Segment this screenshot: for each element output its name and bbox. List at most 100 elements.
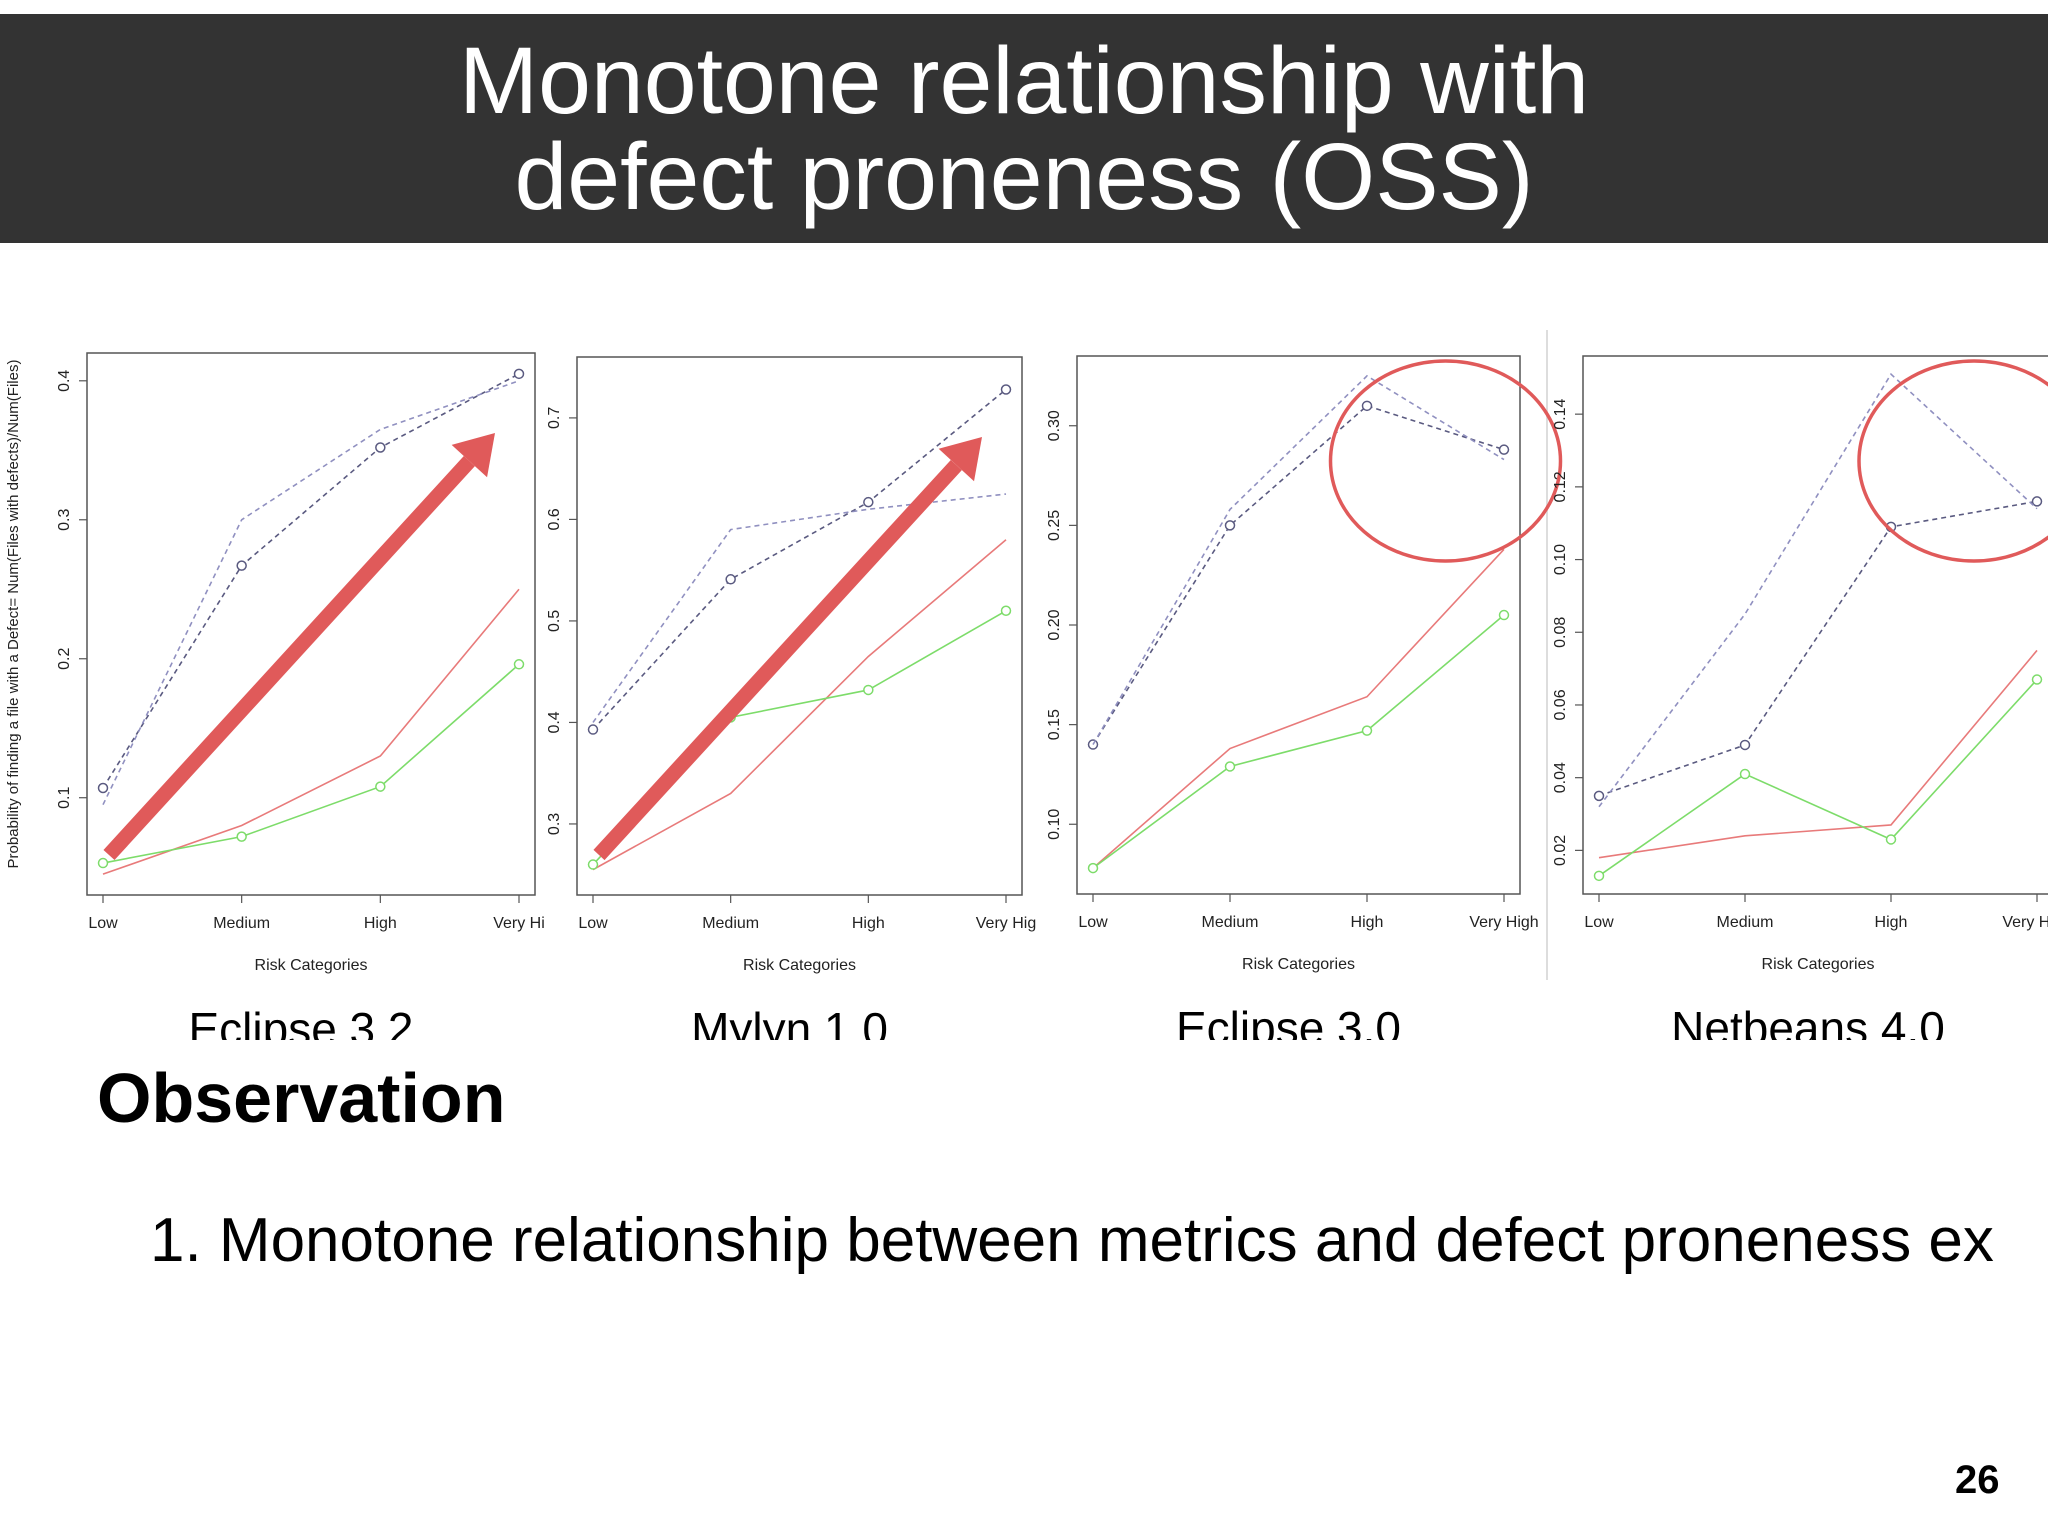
chart-caption: Mylyn 1.0 <box>691 1003 888 1040</box>
highlight-circle <box>1857 359 2048 563</box>
data-point <box>375 442 386 453</box>
data-point <box>1087 862 1099 874</box>
trend-arrow-shaft <box>593 459 962 861</box>
data-point <box>1885 834 1897 845</box>
y-axis-title: Probability of finding a file with a Def… <box>5 360 22 869</box>
data-point <box>236 831 247 842</box>
data-point <box>513 368 525 380</box>
y-tick-label: 0.15 <box>1046 709 1063 740</box>
data-point <box>97 857 109 869</box>
x-tick-label: High <box>852 915 885 932</box>
data-point <box>1739 768 1751 780</box>
data-point <box>1000 605 1012 617</box>
series-line <box>592 539 1007 871</box>
data-point <box>1498 444 1510 455</box>
x-tick-label: High <box>364 915 397 932</box>
data-point <box>2031 674 2043 685</box>
x-tick-label: Low <box>578 915 608 932</box>
y-tick-label: 0.10 <box>1046 809 1063 840</box>
x-tick-label: Very High <box>2002 914 2048 931</box>
series-line <box>1598 649 2038 859</box>
series-line <box>592 388 1007 731</box>
x-axis-title: Risk Categories <box>1762 956 1875 973</box>
chart-caption: Eclipse 3.2 <box>188 1003 413 1040</box>
chart-frame <box>576 356 1023 896</box>
x-tick-label: Very Hig <box>976 915 1036 932</box>
chart-4: Low Medium High Very High Risk Categories 0.0… <box>1552 355 2048 1040</box>
x-tick-label: Very Hi <box>493 915 545 932</box>
data-point <box>1498 609 1510 621</box>
series-line <box>1092 374 1505 745</box>
series-line <box>1598 372 2038 808</box>
y-tick-label: 0.4 <box>56 370 73 392</box>
chart-2: Low Medium High Very Hig Risk Categories 0.3 0… <box>546 356 1036 1040</box>
y-tick-label: 0.25 <box>1046 510 1063 541</box>
x-tick-label: Medium <box>1717 914 1774 931</box>
x-axis-title: Risk Categories <box>743 957 856 974</box>
chart-caption: Eclipse 3.0 <box>1176 1002 1401 1040</box>
slide-title-line-2: defect proneness (OSS) <box>514 123 1534 230</box>
observation-bullet-1: 1. Monotone relationship between metrics… <box>150 1206 1994 1275</box>
charts-panel: Low Medium High Very Hi Risk Categories 0.1 0.… <box>5 330 2048 1040</box>
y-tick-label: 0.06 <box>1552 689 1569 720</box>
x-tick-label: Low <box>1078 914 1108 931</box>
x-tick-label: Medium <box>1202 914 1259 931</box>
x-tick-label: High <box>1351 914 1384 931</box>
series-line <box>1092 404 1505 745</box>
data-point <box>863 496 874 508</box>
trend-arrow-shaft <box>103 455 475 861</box>
data-point <box>2031 496 2043 507</box>
data-point <box>1361 725 1373 736</box>
trend-arrow-head <box>938 437 982 482</box>
trend-arrow-head <box>451 433 495 478</box>
series-line <box>1598 678 2038 877</box>
title-bar: Monotone relationship with defect pronen… <box>0 14 2048 243</box>
data-point <box>1224 520 1236 531</box>
series-line <box>102 663 520 864</box>
data-point <box>513 659 525 670</box>
slide-title-line-1: Monotone relationship with <box>458 27 1590 134</box>
data-point <box>1593 790 1605 802</box>
y-tick-label: 0.14 <box>1552 398 1569 429</box>
y-tick-label: 0.10 <box>1552 544 1569 575</box>
chart-caption: Netbeans 4.0 <box>1671 1002 1945 1040</box>
y-tick-label: 0.4 <box>546 711 563 733</box>
x-tick-label: Low <box>1584 914 1614 931</box>
y-tick-label: 0.3 <box>56 509 73 531</box>
chart-frame <box>1582 355 2048 895</box>
x-tick-label: Very High <box>1469 914 1538 931</box>
chart-frame <box>1076 355 1521 895</box>
series-line <box>592 610 1007 866</box>
data-point <box>1000 384 1012 395</box>
series-line <box>1092 548 1505 869</box>
data-point <box>1224 761 1236 772</box>
data-point <box>1739 739 1751 751</box>
y-tick-label: 0.02 <box>1552 835 1569 866</box>
data-point <box>587 859 599 870</box>
x-tick-label: Medium <box>702 915 759 932</box>
y-tick-label: 0.20 <box>1046 609 1063 640</box>
y-tick-label: 0.6 <box>546 508 563 530</box>
x-axis-title: Risk Categories <box>1242 956 1355 973</box>
series-line <box>102 380 520 806</box>
series-line <box>102 373 520 789</box>
data-point <box>725 574 736 585</box>
page-number: 26 <box>1955 1458 2000 1502</box>
chart-frame <box>86 352 536 896</box>
x-tick-label: High <box>1875 914 1908 931</box>
y-tick-label: 0.30 <box>1046 410 1063 441</box>
x-tick-label: Low <box>88 915 118 932</box>
data-point <box>863 684 874 696</box>
y-tick-label: 0.2 <box>56 648 73 670</box>
observation-heading: Observation <box>97 1059 506 1137</box>
y-tick-label: 0.3 <box>546 813 563 835</box>
y-tick-label: 0.1 <box>56 786 73 808</box>
data-point <box>97 782 109 794</box>
chart-1: Low Medium High Very Hi Risk Categories 0.1 0.… <box>5 352 545 1040</box>
chart-3: Low Medium High Very High Risk Categories 0.1… <box>1046 355 1563 1040</box>
y-tick-label: 0.08 <box>1552 617 1569 648</box>
y-tick-label: 0.7 <box>546 407 563 429</box>
data-point <box>236 560 247 571</box>
series-line <box>592 493 1007 723</box>
data-point <box>587 724 599 735</box>
